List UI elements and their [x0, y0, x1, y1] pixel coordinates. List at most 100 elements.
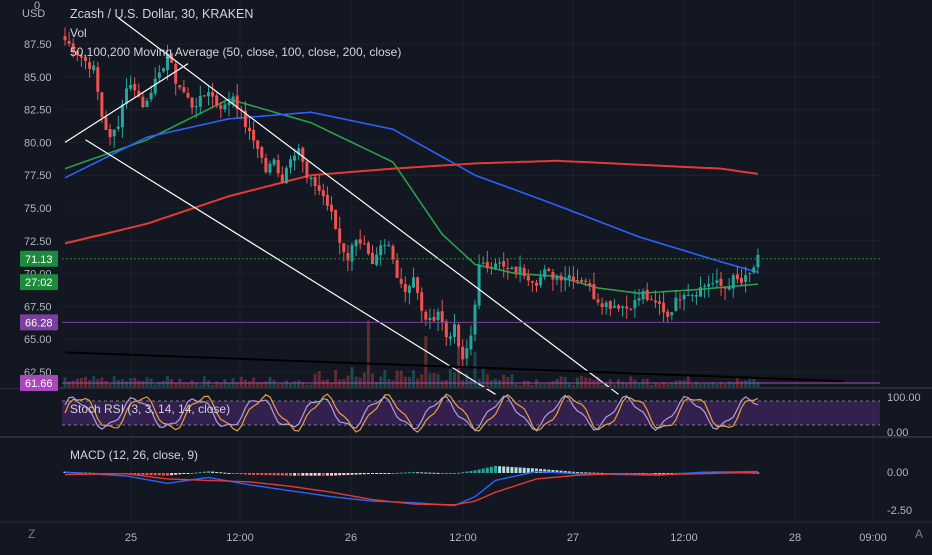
stoch-rsi-legend[interactable]: Stoch RSI (3, 3, 14, 14, close): [70, 402, 231, 416]
volume-bar: [141, 381, 145, 388]
channel-trendline: [85, 139, 496, 395]
candle-body: [494, 263, 497, 269]
candle-body: [416, 277, 420, 293]
macd-histogram-bar: [338, 473, 342, 476]
macd-legend[interactable]: MACD (12, 26, close, 9): [70, 448, 199, 462]
candle-body: [694, 294, 698, 297]
macd-histogram-bar: [756, 472, 760, 474]
timezone-button[interactable]: Z: [28, 527, 36, 541]
candle-body: [727, 286, 731, 290]
macd-histogram-bar: [514, 467, 518, 473]
volume-bar: [703, 383, 707, 388]
macd-histogram-bar: [555, 470, 559, 473]
candle-body: [338, 228, 342, 243]
volume-bar: [403, 376, 407, 388]
volume-bar: [219, 383, 223, 388]
macd-histogram-bar: [489, 466, 493, 473]
volume-bar: [96, 379, 100, 388]
auto-scale-button[interactable]: A: [915, 527, 924, 541]
volume-bar: [116, 380, 120, 388]
volume-bar: [740, 380, 743, 388]
volume-bar: [399, 370, 403, 388]
volume-bar: [551, 381, 555, 388]
volume-bar: [518, 384, 522, 388]
volume-bar: [625, 382, 629, 388]
volume-bar: [559, 376, 563, 388]
volume-bar: [84, 376, 87, 388]
volume-bar: [711, 382, 715, 388]
volume-bar: [530, 384, 534, 388]
candle-body: [502, 261, 506, 267]
volume-bar: [461, 380, 465, 388]
candle-body: [375, 254, 379, 266]
macd-histogram-bar: [309, 473, 313, 476]
volume-bar: [596, 376, 600, 388]
macd-histogram-bar: [588, 472, 592, 474]
candle-body: [387, 244, 391, 246]
candle-body: [280, 174, 284, 182]
candle-body: [63, 36, 67, 41]
candle-body: [379, 245, 383, 256]
time-tick-label: 26: [345, 532, 357, 544]
volume-bar: [67, 381, 71, 388]
volume-legend[interactable]: Vol: [70, 26, 87, 40]
volume-bar: [723, 384, 727, 388]
macd-histogram-bar: [399, 472, 403, 474]
volume-bar: [309, 384, 313, 388]
candle-body: [125, 88, 128, 104]
volume-bar: [600, 384, 604, 388]
candle-body: [539, 276, 543, 286]
volume-bar: [658, 383, 661, 388]
macd-histogram-bar: [420, 472, 424, 474]
trendlines[interactable]: [64, 17, 845, 395]
volume-bar: [272, 379, 276, 388]
candle-body: [313, 177, 317, 186]
volume-bar: [202, 376, 206, 388]
macd-histogram-bar: [551, 469, 555, 473]
volume-bar: [334, 369, 338, 388]
volume-bar: [350, 367, 354, 388]
indicator-axis[interactable]: 100.00 0.00 0.00 -2.50: [887, 392, 921, 517]
volume-bar: [719, 382, 723, 388]
moving-average-legend[interactable]: 50,100,200 Moving Average (50, close, 10…: [70, 45, 402, 59]
price-axis[interactable]: 87.5085.0082.5080.0077.5075.0072.5070.00…: [0, 0, 60, 388]
volume-bar: [473, 351, 477, 388]
candle-body: [366, 242, 370, 254]
volume-bar: [699, 384, 702, 388]
macd-histogram-bar: [346, 473, 350, 475]
top-axis-glyph: 0: [34, 0, 41, 12]
volume-bar: [190, 380, 194, 388]
volume-bar: [465, 373, 469, 388]
candle-body: [715, 280, 719, 283]
candle-body: [707, 283, 711, 287]
macd-histogram-bar: [649, 473, 653, 474]
symbol-title[interactable]: Zcash / U.S. Dollar, 30, KRAKEN: [70, 7, 254, 21]
channel-trendline: [117, 17, 619, 395]
volume-bar: [289, 382, 292, 388]
candle-body: [637, 298, 641, 301]
volume-bar: [448, 369, 452, 388]
volume-bar: [88, 380, 92, 388]
candle-body: [141, 96, 145, 108]
macd-histogram-bar: [321, 473, 325, 476]
candle-body: [371, 252, 374, 265]
candle-body: [580, 280, 584, 282]
volume-bar: [338, 379, 342, 388]
candle-body: [289, 159, 292, 168]
time-axis[interactable]: 25 12:00 26 12:00 27 12:00 28 09:00: [125, 532, 887, 544]
volume-bar: [256, 383, 260, 388]
volume-bar: [305, 384, 309, 388]
volume-bar: [375, 382, 379, 388]
candle-body: [420, 292, 424, 311]
candle-body: [666, 311, 670, 317]
macd-histogram-bar: [297, 473, 301, 476]
volume-bar: [666, 384, 670, 388]
macd-histogram-bar: [653, 473, 657, 474]
macd-histogram-bar: [334, 473, 338, 476]
candle-body: [465, 348, 469, 359]
volume-bar: [248, 381, 251, 388]
candle-body: [166, 53, 169, 71]
candle-body: [653, 300, 657, 303]
